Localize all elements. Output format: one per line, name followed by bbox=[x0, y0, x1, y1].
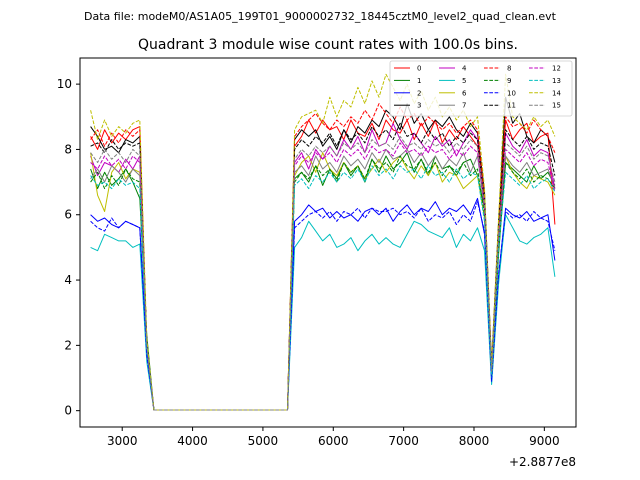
y-tick-label: 8 bbox=[64, 142, 72, 156]
legend-label-1: 1 bbox=[417, 77, 421, 85]
x-tick-label: 9000 bbox=[529, 434, 560, 448]
x-axis: 3000 4000 5000 6000 7000 8000 9000 bbox=[107, 427, 560, 448]
legend-label-2: 2 bbox=[417, 89, 421, 97]
legend-label-0: 0 bbox=[417, 65, 421, 73]
x-tick-label: 6000 bbox=[318, 434, 349, 448]
legend-label-12: 12 bbox=[552, 65, 561, 73]
legend-label-9: 9 bbox=[507, 77, 511, 85]
data-file-label: Data file: modeM0/AS1A05_199T01_90000027… bbox=[84, 10, 557, 23]
y-tick-label: 0 bbox=[64, 404, 72, 418]
legend-label-11: 11 bbox=[507, 102, 516, 110]
legend-label-14: 14 bbox=[552, 89, 561, 97]
y-axis: 0 2 4 6 8 10 bbox=[57, 77, 80, 418]
x-tick-label: 8000 bbox=[459, 434, 490, 448]
legend-label-13: 13 bbox=[552, 77, 561, 85]
legend-box bbox=[389, 60, 573, 117]
legend-label-8: 8 bbox=[507, 65, 511, 73]
series-line-14 bbox=[90, 73, 556, 411]
x-tick-label: 4000 bbox=[177, 434, 208, 448]
legend-label-7: 7 bbox=[462, 102, 466, 110]
plot-frame bbox=[79, 57, 577, 428]
y-tick-label: 4 bbox=[64, 273, 72, 287]
x-offset-label: +2.8877e8 bbox=[509, 455, 576, 469]
legend-label-3: 3 bbox=[417, 102, 421, 110]
y-tick-label: 2 bbox=[64, 338, 72, 352]
legend-label-15: 15 bbox=[552, 102, 561, 110]
series-layer bbox=[90, 73, 556, 411]
x-tick-label: 5000 bbox=[248, 434, 279, 448]
x-tick-label: 7000 bbox=[388, 434, 419, 448]
x-tick-label: 3000 bbox=[107, 434, 138, 448]
y-tick-label: 6 bbox=[64, 208, 72, 222]
chart-title: Quadrant 3 module wise count rates with … bbox=[138, 37, 518, 53]
legend-label-4: 4 bbox=[462, 65, 467, 73]
legend-label-6: 6 bbox=[462, 89, 467, 97]
legend-label-10: 10 bbox=[507, 89, 516, 97]
legend-label-5: 5 bbox=[462, 77, 466, 85]
y-tick-label: 10 bbox=[57, 77, 72, 91]
